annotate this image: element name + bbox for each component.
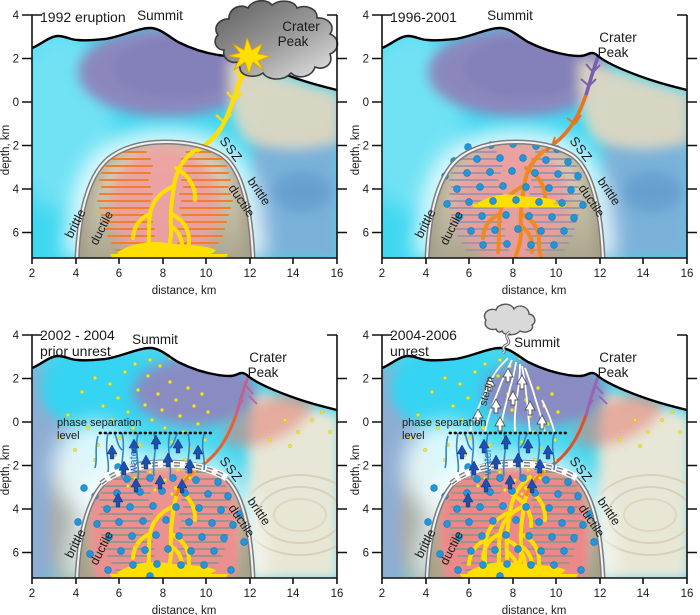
summit-label: Summit: [487, 8, 533, 23]
crater-peak-label: Peak: [278, 34, 309, 49]
dike-twigs: [586, 385, 608, 409]
panel-title: 2002 - 2004: [40, 327, 115, 343]
panel-title: 2004-2006: [390, 327, 457, 343]
panel-1992-eruption: 1992 eruption Summit Crater Peak: [0, 0, 348, 297]
hot-mush-zone: [439, 469, 589, 578]
phase-separation-label: phase separation: [402, 417, 486, 429]
dike-branches-orange: [543, 114, 582, 147]
panel-1996-2001: 1996-2001 Summit Crater Peak: [350, 8, 698, 297]
dike-branches-purple: [580, 63, 601, 87]
water-label: water: [482, 448, 494, 476]
crater-peak-label: Peak: [598, 365, 629, 380]
panel-2004-2006-unrest: 2004-2006 unrest Summit Crater Peak phas…: [350, 303, 698, 615]
phase-separation-label: level: [57, 430, 80, 442]
phase-separation-label: level: [402, 430, 425, 442]
crater-peak-label: Crater: [599, 350, 637, 365]
panel-2002-2004-prior-unrest: 2002 - 2004 prior unrest Summit Crater P…: [0, 327, 348, 615]
panel-title: unrest: [390, 343, 429, 359]
crater-peak-label: Crater: [599, 30, 637, 45]
crater-peak-label: Peak: [248, 365, 279, 380]
fumarole-plume-highlight: [502, 331, 511, 354]
summit-label: Summit: [137, 8, 183, 23]
hot-mush-zone: [89, 469, 239, 578]
dike-twigs: [236, 385, 258, 409]
fumarole-cloud: [483, 303, 536, 336]
eruption-starburst-icon: [227, 36, 272, 76]
panel-title: prior unrest: [40, 343, 111, 359]
crater-peak-label: Peak: [598, 45, 629, 60]
panel-title: 1996-2001: [390, 9, 457, 25]
crater-peak-label: Crater: [249, 350, 287, 365]
phase-separation-label: phase separation: [57, 417, 141, 429]
water-label: water: [128, 446, 140, 474]
summit-label: Summit: [514, 335, 560, 350]
summit-label: Summit: [132, 332, 178, 347]
panel-title: 1992 eruption: [40, 9, 126, 25]
crater-peak-label: Crater: [282, 19, 320, 34]
